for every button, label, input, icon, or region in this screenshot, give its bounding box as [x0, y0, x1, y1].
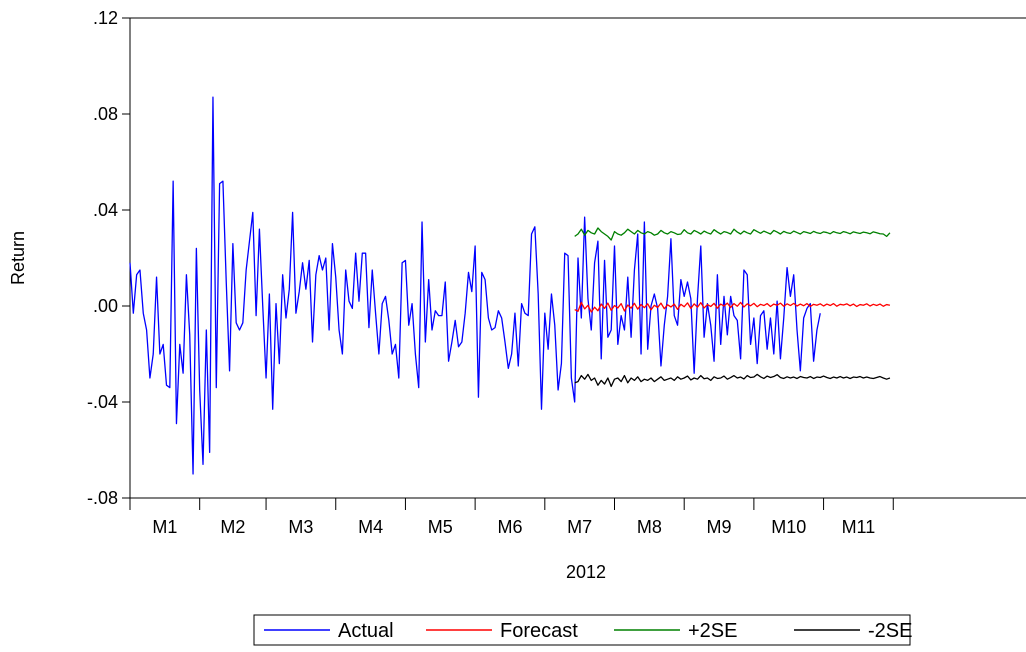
x-tick-label: M7 — [567, 517, 592, 537]
x-axis: M1 M2 M3 M4 M5 M6 M7 M8 M9 M10 M11 — [129, 498, 894, 537]
series-line-2se — [574, 227, 891, 241]
series-layer — [129, 96, 891, 475]
y-tick-label: -.04 — [87, 392, 118, 412]
x-tick-label: M1 — [152, 517, 177, 537]
y-tick-label: .08 — [93, 104, 118, 124]
series-line-forecast — [574, 301, 891, 313]
legend: Actual Forecast +2SE -2SE — [253, 614, 912, 646]
y-tick-label: .12 — [93, 8, 118, 28]
y-axis: .12 .08 .04 .00 -.04 -.08 — [87, 8, 130, 508]
x-tick-label: M11 — [842, 517, 876, 537]
x-tick-label: M5 — [428, 517, 453, 537]
x-axis-title: 2012 — [566, 562, 606, 582]
x-tick-label: M10 — [771, 517, 806, 537]
y-axis-title: Return — [8, 231, 28, 285]
legend-label: Actual — [338, 620, 394, 642]
y-tick-label: -.08 — [87, 488, 118, 508]
legend-label: -2SE — [868, 620, 912, 642]
x-tick-label: M8 — [637, 517, 662, 537]
legend-label: +2SE — [688, 620, 737, 642]
series-line-2se — [574, 373, 891, 388]
legend-label: Forecast — [500, 620, 578, 642]
y-tick-label: .04 — [93, 200, 118, 220]
plot-frame — [129, 17, 1026, 499]
x-tick-label: M6 — [497, 517, 522, 537]
y-tick-label: .00 — [93, 296, 118, 316]
x-tick-label: M3 — [288, 517, 313, 537]
x-tick-label: M9 — [707, 517, 732, 537]
series-line-actual — [129, 96, 821, 475]
x-tick-label: M2 — [220, 517, 245, 537]
x-tick-label: M4 — [358, 517, 383, 537]
